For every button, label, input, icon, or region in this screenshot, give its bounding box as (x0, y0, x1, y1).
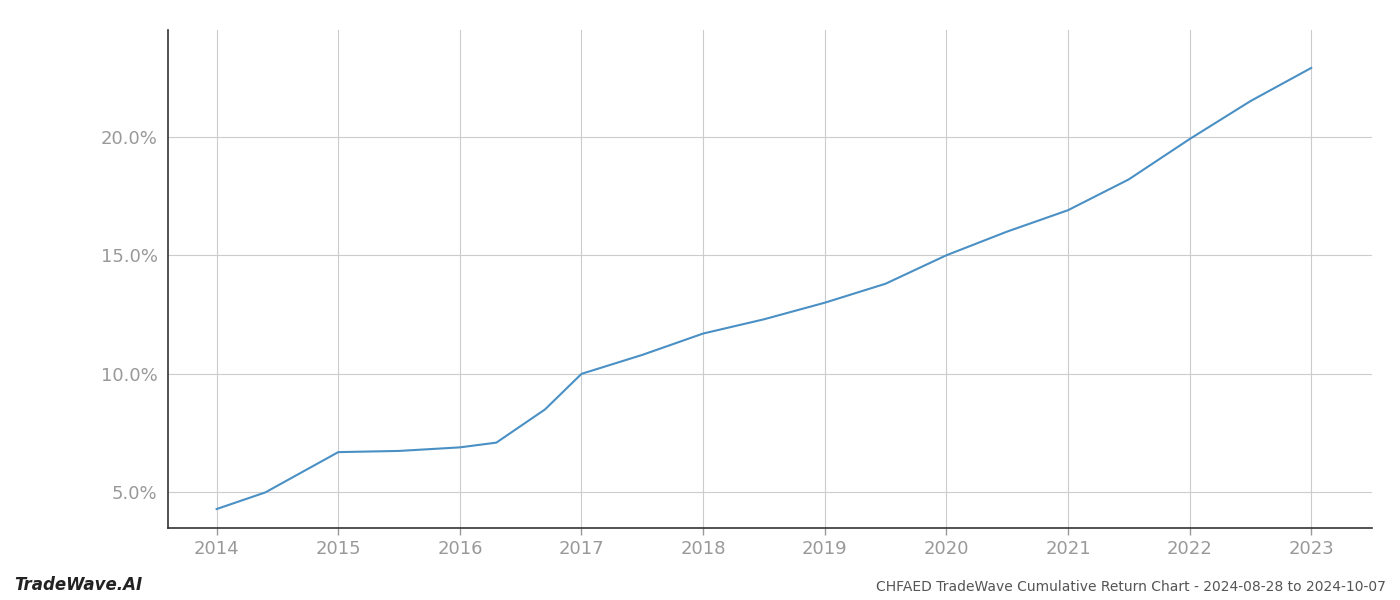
Text: TradeWave.AI: TradeWave.AI (14, 576, 143, 594)
Text: CHFAED TradeWave Cumulative Return Chart - 2024-08-28 to 2024-10-07: CHFAED TradeWave Cumulative Return Chart… (876, 580, 1386, 594)
